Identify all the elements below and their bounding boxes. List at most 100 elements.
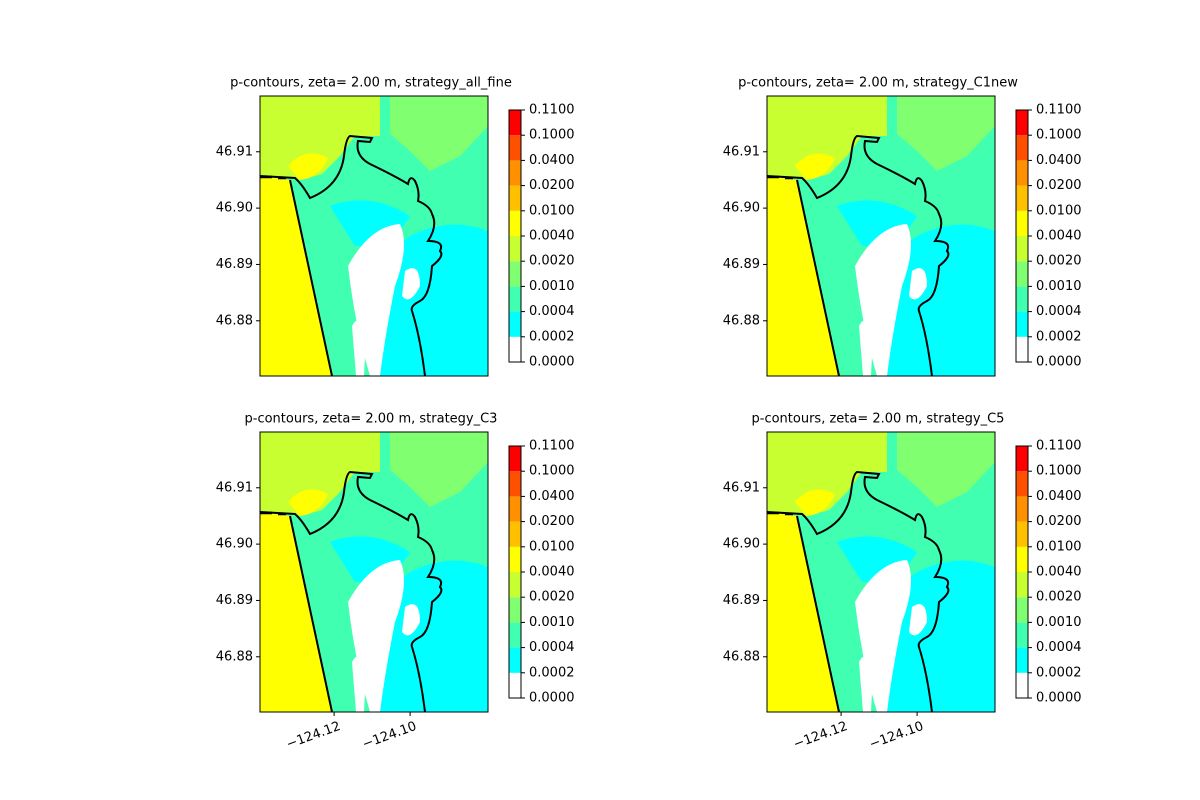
contour-region bbox=[795, 489, 835, 516]
coastline bbox=[767, 470, 950, 712]
colorbar-tick-label: 0.0020 bbox=[1036, 254, 1082, 269]
colorbar-tick-label: 0.0100 bbox=[529, 203, 575, 218]
colorbar-segment bbox=[1016, 647, 1028, 673]
axes-frame bbox=[766, 95, 996, 377]
colorbar-tick-label: 0.0020 bbox=[529, 254, 575, 269]
map bbox=[260, 96, 488, 376]
contour-region bbox=[390, 432, 488, 507]
colorbar-segment bbox=[509, 236, 521, 262]
contour-region bbox=[767, 176, 839, 376]
x-tick-label: −124.10 bbox=[361, 719, 419, 752]
y-tick-label: 46.89 bbox=[216, 593, 253, 608]
colorbar-segment bbox=[509, 110, 521, 136]
colorbar-tick-label: 0.0040 bbox=[529, 229, 575, 244]
colorbar-segment bbox=[1016, 261, 1028, 287]
colorbar-segment bbox=[1016, 521, 1028, 547]
x-tick-label: −124.12 bbox=[285, 719, 343, 752]
colorbar-tick-label: 0.0000 bbox=[529, 355, 575, 370]
colorbar-tick-label: 0.0020 bbox=[1036, 590, 1082, 605]
colorbar-tick-label: 0.0200 bbox=[1036, 178, 1082, 193]
colorbar-segment bbox=[1016, 110, 1028, 136]
colorbar-tick-label: 0.1000 bbox=[529, 128, 575, 143]
colorbar-tick-label: 0.0200 bbox=[1036, 514, 1082, 529]
colorbar-tick-label: 0.0002 bbox=[1036, 665, 1082, 680]
colorbar-tick-label: 0.1100 bbox=[529, 103, 575, 118]
y-tick-label: 46.90 bbox=[723, 537, 760, 552]
y-tick-label: 46.91 bbox=[216, 480, 253, 495]
colorbar-tick-label: 0.0000 bbox=[1036, 691, 1082, 706]
colorbar-segment bbox=[509, 572, 521, 598]
y-tick-label: 46.90 bbox=[216, 201, 253, 216]
contour-region bbox=[909, 268, 927, 300]
map bbox=[767, 432, 995, 712]
coastline bbox=[260, 134, 443, 376]
panel: p-contours, zeta= 2.00 m, strategy_C5 46.… bbox=[723, 412, 1082, 753]
axes-frame bbox=[259, 431, 489, 713]
x-tick-label: −124.10 bbox=[868, 719, 926, 752]
y-tick-label: 46.88 bbox=[216, 649, 253, 664]
colorbar-tick-label: 0.0200 bbox=[529, 178, 575, 193]
contour-region bbox=[352, 320, 366, 376]
coastline bbox=[767, 134, 950, 376]
colorbar-segment bbox=[509, 446, 521, 472]
panel-title: p-contours, zeta= 2.00 m, strategy_C5 bbox=[752, 412, 1005, 427]
colorbar-tick-label: 0.0004 bbox=[529, 304, 575, 319]
colorbar-segment bbox=[1016, 496, 1028, 522]
colorbar-tick-label: 0.0004 bbox=[1036, 304, 1082, 319]
colorbar-tick-label: 0.1000 bbox=[1036, 128, 1082, 143]
colorbar-segment bbox=[509, 672, 521, 698]
colorbar-tick-label: 0.0400 bbox=[1036, 489, 1082, 504]
colorbar-tick-label: 0.0000 bbox=[1036, 355, 1082, 370]
contour-region bbox=[260, 176, 332, 376]
colorbar-tick-label: 0.0004 bbox=[1036, 640, 1082, 655]
contour-region bbox=[767, 96, 887, 180]
colorbar-segment bbox=[509, 496, 521, 522]
colorbar-tick-label: 0.0010 bbox=[529, 615, 575, 630]
colorbar-segment bbox=[509, 336, 521, 362]
y-tick-label: 46.89 bbox=[216, 257, 253, 272]
colorbar-segment bbox=[1016, 160, 1028, 186]
colorbar-segment bbox=[509, 210, 521, 236]
colorbar-tick-label: 0.0002 bbox=[1036, 329, 1082, 344]
y-tick-label: 46.90 bbox=[216, 537, 253, 552]
panel-title: p-contours, zeta= 2.00 m, strategy_C1new bbox=[738, 76, 1018, 91]
panel: p-contours, zeta= 2.00 m, strategy_C3 46.… bbox=[216, 412, 575, 753]
map bbox=[767, 96, 995, 376]
colorbar-tick-label: 0.0010 bbox=[529, 279, 575, 294]
contour-region bbox=[260, 96, 380, 180]
colorbar-tick-label: 0.0400 bbox=[1036, 153, 1082, 168]
colorbar-tick-label: 0.0040 bbox=[1036, 229, 1082, 244]
contour-region bbox=[859, 320, 873, 376]
panel: p-contours, zeta= 2.00 m, strategy_C1new… bbox=[723, 76, 1082, 377]
colorbar-segment bbox=[509, 647, 521, 673]
colorbar-tick-label: 0.0400 bbox=[529, 153, 575, 168]
contour-region bbox=[260, 512, 332, 712]
colorbar-segment bbox=[1016, 446, 1028, 472]
colorbar-tick-label: 0.0400 bbox=[529, 489, 575, 504]
colorbar-tick-label: 0.1100 bbox=[1036, 439, 1082, 454]
colorbar-tick-label: 0.0200 bbox=[529, 514, 575, 529]
colorbar-segment bbox=[1016, 286, 1028, 312]
colorbar-tick-label: 0.0040 bbox=[1036, 565, 1082, 580]
y-tick-label: 46.90 bbox=[723, 201, 760, 216]
colorbar-segment bbox=[1016, 210, 1028, 236]
contour-region bbox=[909, 604, 927, 636]
axes-frame bbox=[766, 431, 996, 713]
y-tick-label: 46.91 bbox=[216, 144, 253, 159]
contour-region bbox=[390, 96, 488, 171]
colorbar-tick-label: 0.0020 bbox=[529, 590, 575, 605]
contour-region bbox=[897, 96, 995, 171]
colorbar-segment bbox=[509, 185, 521, 211]
axes-frame bbox=[259, 95, 489, 377]
contour-region bbox=[402, 604, 420, 636]
colorbar-tick-label: 0.1100 bbox=[529, 439, 575, 454]
y-tick-label: 46.88 bbox=[216, 313, 253, 328]
colorbar-segment bbox=[1016, 185, 1028, 211]
colorbar-tick-label: 0.1000 bbox=[529, 464, 575, 479]
contour-region bbox=[288, 489, 328, 516]
colorbar-tick-label: 0.0100 bbox=[1036, 203, 1082, 218]
panel-title: p-contours, zeta= 2.00 m, strategy_C3 bbox=[245, 412, 498, 427]
colorbar-segment bbox=[1016, 597, 1028, 623]
colorbar-segment bbox=[509, 160, 521, 186]
colorbar-segment bbox=[1016, 311, 1028, 337]
